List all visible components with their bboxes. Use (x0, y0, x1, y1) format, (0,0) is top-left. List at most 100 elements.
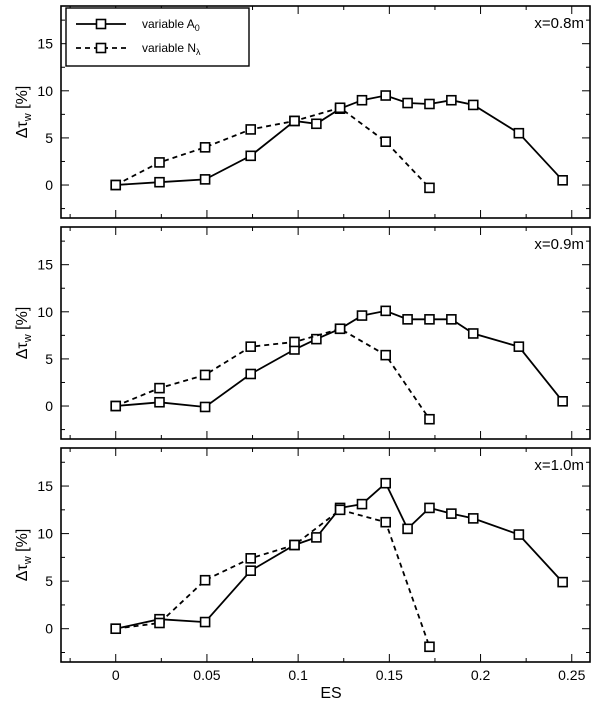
y-tick-label: 10 (37, 304, 53, 320)
series-line-nlambda (115, 508, 431, 648)
data-point (199, 369, 211, 381)
legend-label: variable A0 (142, 17, 200, 33)
data-point (557, 175, 568, 186)
data-point (311, 532, 322, 543)
data-point (424, 182, 435, 194)
panel-2: 0 5 10 15 Δτw [%] x=0.9m (14, 226, 591, 440)
data-point (380, 477, 391, 489)
panel-1: 0 5 10 15 Δτw [%] x=0.8m variable A0 variable N… (14, 5, 591, 219)
data-point (380, 305, 391, 317)
data-point (424, 98, 435, 110)
data-point (289, 115, 300, 127)
data-point (245, 150, 257, 162)
data-point (380, 516, 391, 528)
legend: variable A0 variable Nλ (65, 7, 250, 67)
data-point (154, 382, 165, 394)
data-point (199, 574, 211, 586)
data-point (424, 314, 435, 325)
data-point (311, 118, 322, 130)
x-axis-title: ES (320, 685, 341, 702)
y-tick-label: 15 (37, 257, 53, 273)
data-point (199, 616, 211, 628)
y-tick-label: 5 (45, 130, 53, 146)
panel-label: x=0.8m (534, 15, 584, 32)
data-point (380, 136, 391, 147)
data-point (154, 176, 165, 188)
y-axis-title: Δτw [%] (14, 529, 34, 582)
plot-frame (60, 226, 591, 440)
data-point (402, 314, 413, 325)
data-point (467, 328, 479, 339)
y-axis-title: Δτw [%] (14, 307, 34, 360)
y-tick-label: 0 (45, 621, 53, 637)
legend-label: variable Nλ (142, 41, 201, 57)
y-tick-label: 15 (37, 478, 53, 494)
x-tick-label: 0.2 (471, 667, 491, 683)
data-point (245, 341, 257, 352)
data-point (154, 157, 165, 168)
data-point (446, 94, 457, 106)
data-point (557, 396, 568, 407)
data-point (334, 323, 346, 335)
data-point (380, 90, 391, 101)
data-point (402, 523, 413, 535)
data-point (334, 102, 346, 114)
x-tick-label: 0.25 (558, 667, 585, 683)
y-axis-title: Δτw [%] (14, 86, 34, 139)
data-point (557, 576, 568, 588)
series-line-nlambda (115, 327, 431, 420)
data-point (110, 623, 122, 635)
panels-layer: 0 5 10 15 Δτw [%] x=0.8m variable A0 variable N… (14, 5, 591, 683)
data-point (289, 336, 300, 348)
plot-frame (60, 5, 591, 219)
data-point (513, 127, 525, 139)
data-point (154, 617, 165, 629)
y-tick-label: 10 (37, 83, 53, 99)
data-point (110, 179, 122, 191)
legend-marker (95, 18, 107, 30)
data-point (446, 314, 457, 325)
panel-label: x=0.9m (534, 236, 584, 253)
data-point (356, 94, 368, 106)
y-tick-label: 0 (45, 398, 53, 414)
y-tick-label: 15 (37, 36, 53, 52)
data-point (467, 513, 479, 524)
y-tick-label: 5 (45, 573, 53, 589)
data-point (334, 504, 346, 516)
data-point (380, 349, 391, 361)
data-point (245, 565, 257, 576)
data-point (311, 333, 322, 345)
data-point (199, 142, 211, 153)
data-point (245, 368, 257, 380)
x-tick-label: 0.1 (288, 667, 308, 683)
data-point (424, 413, 435, 425)
series-line-nlambda (115, 106, 431, 189)
legend-box (65, 7, 250, 67)
data-point (110, 400, 122, 412)
data-point (289, 539, 300, 551)
data-point (245, 553, 257, 564)
x-tick-label: 0 (112, 667, 120, 683)
data-point (446, 508, 457, 519)
data-point (467, 99, 479, 111)
data-point (356, 310, 368, 321)
x-tick-label: 0.15 (376, 667, 403, 683)
legend-marker (95, 42, 107, 54)
data-point (199, 174, 211, 185)
data-point (402, 97, 413, 109)
y-tick-label: 0 (45, 177, 53, 193)
x-tick-label: 0.05 (193, 667, 220, 683)
data-point (424, 502, 435, 514)
y-tick-label: 5 (45, 351, 53, 367)
plot-frame (60, 447, 591, 663)
data-point (154, 396, 165, 408)
data-point (424, 641, 435, 653)
data-point (245, 124, 257, 135)
panel-3: 0 5 10 15 0 0.05 0.1 0.15 0.2 0.25 Δτw [%] x=1.0m (14, 447, 591, 683)
data-point (356, 498, 368, 510)
y-tick-label: 10 (37, 526, 53, 542)
data-point (199, 401, 211, 413)
data-point (513, 341, 525, 352)
data-point (513, 529, 525, 540)
